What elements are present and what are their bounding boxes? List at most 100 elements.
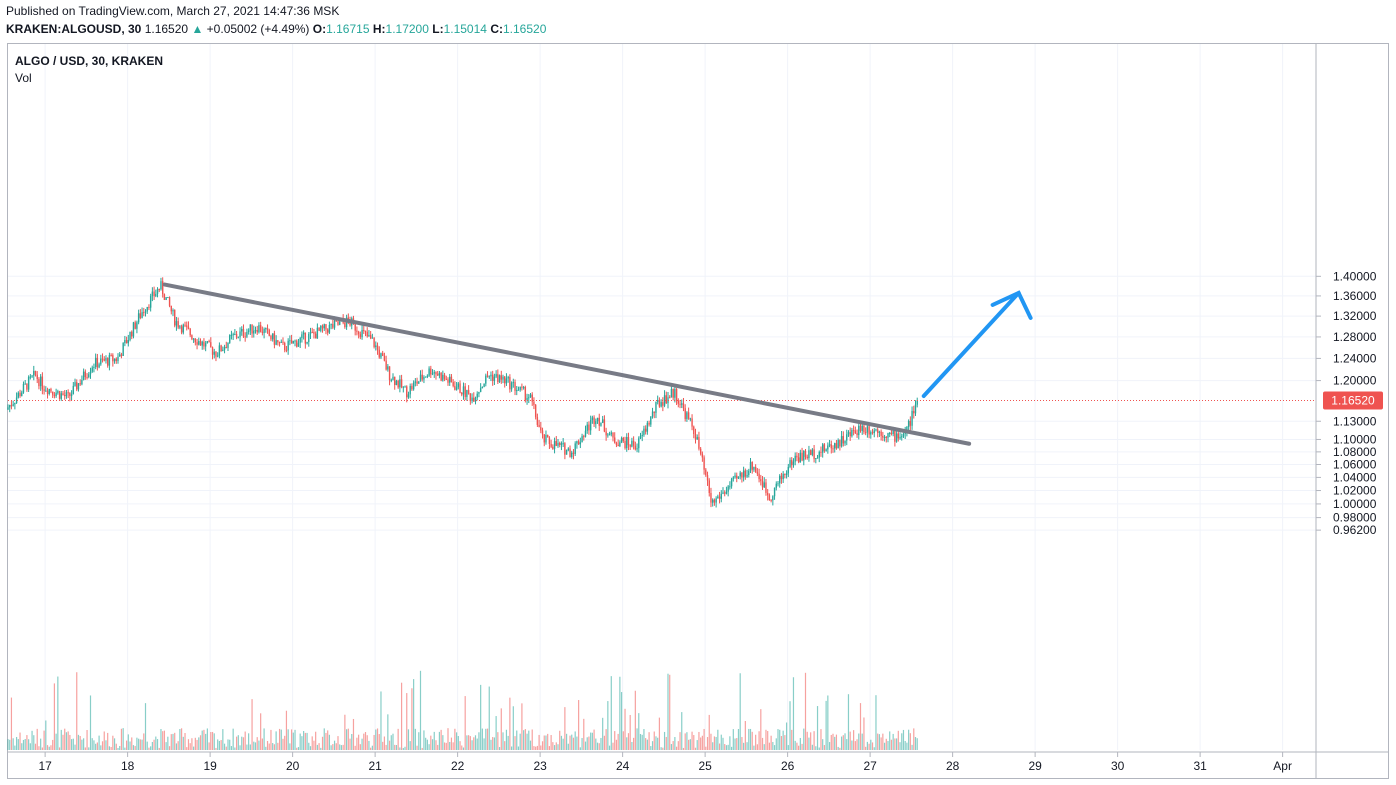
candle-body <box>787 466 790 474</box>
candle-body <box>337 321 339 325</box>
x-tick-label: 22 <box>451 759 465 773</box>
candle-body <box>589 420 592 431</box>
candle-body <box>328 325 331 333</box>
volume-bar <box>464 696 466 750</box>
candle-body <box>26 383 28 390</box>
volume-bar <box>490 739 492 750</box>
volume-bar <box>395 745 398 750</box>
volume-bar <box>19 732 21 750</box>
candle-body <box>737 476 740 479</box>
candle-body <box>765 482 767 493</box>
candle-body <box>868 426 870 435</box>
candle-body <box>309 331 312 334</box>
candle-body <box>208 341 210 343</box>
candle-body <box>479 388 482 392</box>
candle-body <box>326 329 329 333</box>
candle-body <box>69 392 71 397</box>
candle-body <box>388 366 391 380</box>
volume-bar <box>62 734 64 750</box>
volume-bar <box>641 734 643 750</box>
volume-bar <box>746 742 748 750</box>
volume-bar <box>810 732 812 750</box>
candle-body <box>418 381 420 384</box>
candle-body <box>835 443 838 449</box>
volume-bar <box>576 736 578 750</box>
volume-bar <box>828 742 831 750</box>
volume-bar <box>614 731 616 750</box>
volume-bar <box>347 728 349 750</box>
volume-bar <box>646 739 648 750</box>
candle-body <box>357 331 360 335</box>
candle-body <box>870 432 872 435</box>
candle-body <box>674 388 676 398</box>
volume-bar <box>696 740 698 750</box>
volume-bar <box>402 747 404 750</box>
candle-body <box>101 358 104 360</box>
volume-bar <box>521 703 523 750</box>
quote-bar: KRAKEN:ALGOUSD, 30 1.16520 ▲ +0.05002 (+… <box>6 22 546 36</box>
volume-bar <box>863 717 865 750</box>
candle-body <box>473 397 475 402</box>
volume-bar <box>507 735 509 750</box>
volume-bar <box>301 736 303 750</box>
candle-body <box>859 425 862 431</box>
volume-bar <box>591 732 593 750</box>
volume-bar <box>136 737 138 750</box>
volume-bar <box>717 729 719 750</box>
candle-body <box>375 345 377 347</box>
last-price-tag-label: 1.16520 <box>1331 394 1375 408</box>
candle-body <box>369 335 372 339</box>
volume-bar <box>780 736 783 750</box>
volume-bar <box>79 736 81 750</box>
volume-bar <box>610 676 612 750</box>
candle-body <box>620 438 623 443</box>
volume-bar <box>277 742 279 750</box>
volume-bar <box>785 722 788 750</box>
candle-body <box>741 472 743 478</box>
volume-bar <box>842 735 844 750</box>
candle-body <box>748 470 750 475</box>
last-price-tag <box>1323 391 1383 410</box>
volume-bar <box>122 728 124 750</box>
volume-bar <box>244 731 246 750</box>
candle-body <box>811 449 814 455</box>
candle-body <box>614 437 616 443</box>
volume-bar <box>227 739 229 750</box>
candle-body <box>17 392 20 398</box>
volume-bar <box>241 736 243 750</box>
candle-body <box>524 387 527 401</box>
candle-body <box>218 345 221 356</box>
volume-bar <box>837 746 839 750</box>
volume-bar <box>112 735 114 750</box>
volume-bar <box>382 741 384 750</box>
volume-bar <box>911 744 913 750</box>
candle-body <box>9 405 11 408</box>
candle-body <box>24 383 26 385</box>
candle-body <box>447 379 449 383</box>
candle-body <box>455 387 458 390</box>
candle-body <box>571 452 573 457</box>
candle-body <box>156 289 159 294</box>
volume-bar <box>426 739 428 750</box>
candle-body <box>816 457 819 459</box>
candle-body <box>562 443 564 445</box>
volume-bar <box>437 744 439 750</box>
candle-body <box>67 392 69 394</box>
volume-bar <box>543 735 545 750</box>
volume-bar <box>619 676 621 750</box>
volume-bar <box>86 729 88 750</box>
volume-bar <box>205 733 207 750</box>
candle-body <box>151 291 154 297</box>
volume-bar <box>902 729 905 750</box>
candle-body <box>380 353 382 358</box>
volume-bar <box>638 713 640 750</box>
volume-bar <box>600 737 602 750</box>
candle-body <box>837 440 839 449</box>
candle-body <box>821 444 824 453</box>
candle-body <box>301 334 303 338</box>
y-tick-label: 1.24000 <box>1333 351 1377 365</box>
volume-bar <box>304 732 306 750</box>
volume-bar <box>718 743 721 750</box>
candle-body <box>777 483 779 485</box>
